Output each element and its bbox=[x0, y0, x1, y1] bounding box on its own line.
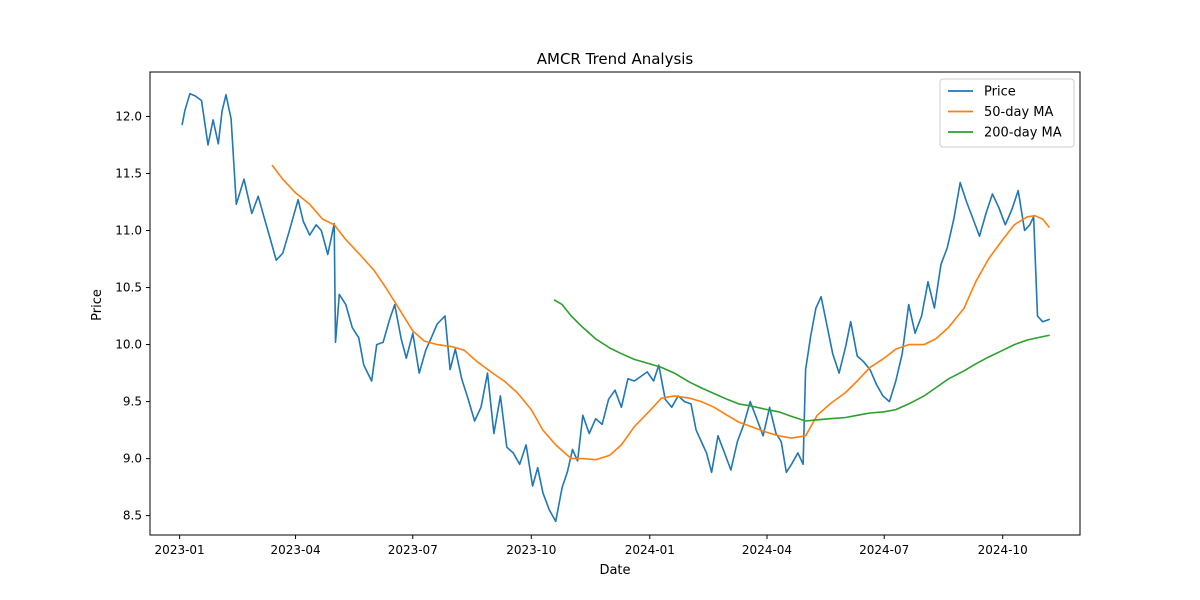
y-tick-label: 9.0 bbox=[123, 452, 142, 466]
y-tick-label: 12.0 bbox=[115, 109, 142, 123]
series-line-2 bbox=[553, 299, 1050, 422]
y-tick-label: 10.5 bbox=[115, 281, 142, 295]
x-axis-label: Date bbox=[599, 563, 630, 578]
y-tick-label: 9.5 bbox=[123, 395, 142, 409]
legend: Price 50-day MA 200-day MA bbox=[939, 78, 1075, 148]
x-tick-label: 2024-01 bbox=[625, 543, 675, 557]
y-tick-label: 10.0 bbox=[115, 338, 142, 352]
plot-area bbox=[181, 92, 1050, 523]
y-tick-label: 11.5 bbox=[115, 166, 142, 180]
y-axis-label: Price bbox=[90, 289, 105, 321]
x-tick-label: 2023-04 bbox=[270, 543, 320, 557]
legend-label-1: 50-day MA bbox=[984, 105, 1053, 120]
legend-box bbox=[939, 78, 1075, 148]
y-tick-label: 11.0 bbox=[115, 224, 142, 238]
x-tick-label: 2024-04 bbox=[742, 543, 792, 557]
series-line-0 bbox=[181, 92, 1050, 523]
x-tick-label: 2023-01 bbox=[155, 543, 205, 557]
x-tick-label: 2024-10 bbox=[978, 543, 1028, 557]
plot-frame bbox=[149, 71, 1081, 536]
y-axis: 8.5 9.0 9.5 10.0 10.5 11.0 11.5 12.0 bbox=[115, 109, 150, 523]
x-tick-label: 2024-07 bbox=[859, 543, 909, 557]
legend-label-0: Price bbox=[984, 85, 1016, 100]
chart-title: AMCR Trend Analysis bbox=[537, 50, 694, 68]
x-axis: 2023-01 2023-04 2023-07 2023-10 2024-01 2024-… bbox=[155, 535, 1028, 557]
y-tick-label: 8.5 bbox=[123, 509, 142, 523]
x-tick-label: 2023-07 bbox=[388, 543, 438, 557]
legend-label-2: 200-day MA bbox=[984, 126, 1062, 141]
series-line-1 bbox=[271, 164, 1050, 461]
x-tick-label: 2023-10 bbox=[506, 543, 556, 557]
